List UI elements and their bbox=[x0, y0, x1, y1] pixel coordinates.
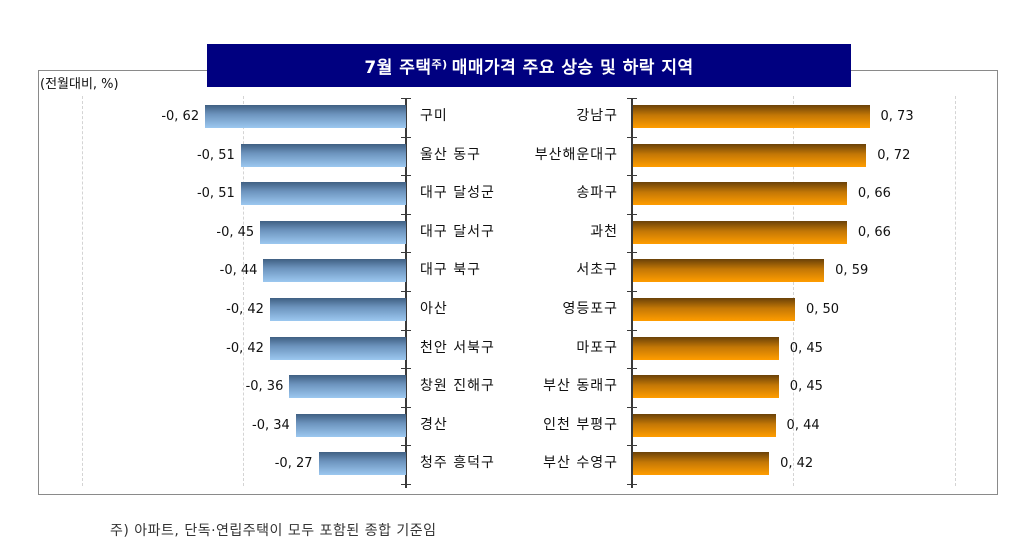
decline-bar bbox=[269, 336, 406, 360]
rise-value-label: 0, 45 bbox=[789, 379, 823, 395]
chart-frame bbox=[38, 70, 998, 495]
left-axis-line bbox=[405, 98, 407, 488]
decline-bar bbox=[240, 143, 406, 167]
rise-bar bbox=[633, 105, 870, 128]
decline-bar bbox=[205, 105, 406, 128]
right-axis-tick bbox=[627, 136, 637, 138]
rise-value-label: 0, 66 bbox=[857, 224, 891, 240]
rise-value-label: 0, 50 bbox=[806, 302, 840, 317]
right-axis-tick bbox=[627, 213, 637, 215]
rise-bar bbox=[633, 259, 825, 283]
gridline bbox=[793, 96, 794, 486]
decline-region-label: 청주 흥덕구 bbox=[420, 455, 495, 472]
left-axis-tick bbox=[401, 136, 411, 138]
right-axis-tick bbox=[627, 291, 637, 292]
decline-value-label: -0, 44 bbox=[219, 263, 258, 279]
decline-value-label: -0, 36 bbox=[245, 379, 284, 395]
decline-bar bbox=[289, 375, 406, 399]
decline-region-label: 대구 달서구 bbox=[420, 223, 495, 240]
decline-value-label: -0, 42 bbox=[226, 302, 264, 317]
rise-region-label: 마포구 bbox=[576, 339, 618, 356]
decline-bar bbox=[295, 413, 406, 437]
rise-value-label: 0, 45 bbox=[789, 340, 823, 356]
rise-value-label: 0, 42 bbox=[780, 456, 814, 472]
rise-region-label: 송파구 bbox=[576, 185, 618, 202]
rise-value-label: 0, 66 bbox=[857, 186, 891, 202]
rise-region-label: 과천 bbox=[590, 223, 618, 240]
decline-bar bbox=[318, 452, 406, 476]
left-axis-tick bbox=[401, 368, 411, 370]
rise-region-label: 부산 수영구 bbox=[543, 455, 618, 472]
rise-value-label: 0, 44 bbox=[786, 417, 820, 433]
rise-bar bbox=[633, 182, 847, 206]
rise-region-label: 영등포구 bbox=[562, 301, 618, 317]
left-axis-tick bbox=[401, 445, 411, 447]
rise-region-label: 부산해운대구 bbox=[534, 146, 618, 163]
left-axis-tick bbox=[401, 291, 411, 292]
rise-value-label: 0, 73 bbox=[880, 109, 914, 124]
right-axis-tick bbox=[627, 368, 637, 370]
decline-value-label: -0, 45 bbox=[216, 224, 255, 240]
decline-bar bbox=[263, 259, 406, 283]
title-part2: 매매가격 주요 상승 및 하락 지역 bbox=[451, 58, 694, 78]
right-axis-line bbox=[631, 98, 633, 488]
left-axis-tick bbox=[401, 406, 411, 408]
left-axis-tick bbox=[401, 329, 411, 331]
right-axis-tick bbox=[627, 98, 637, 99]
unit-label: (전월대비, %) bbox=[40, 77, 119, 92]
left-axis-tick bbox=[401, 98, 411, 99]
right-axis-tick bbox=[627, 445, 637, 447]
decline-bar bbox=[260, 220, 406, 244]
rise-region-label: 강남구 bbox=[576, 108, 618, 124]
gridline bbox=[243, 96, 244, 486]
chart-title: 7월 주택 주) 매매가격 주요 상승 및 하락 지역 bbox=[207, 44, 851, 87]
decline-value-label: -0, 42 bbox=[226, 340, 264, 356]
decline-region-label: 대구 달성군 bbox=[420, 185, 495, 202]
rise-bar bbox=[633, 452, 770, 476]
gridline bbox=[82, 96, 83, 486]
right-axis-tick bbox=[627, 252, 637, 254]
decline-bar bbox=[269, 298, 406, 321]
rise-bar bbox=[633, 375, 779, 399]
right-axis-tick bbox=[627, 175, 637, 177]
rise-region-label: 부산 동래구 bbox=[543, 378, 618, 395]
left-axis-tick bbox=[401, 484, 411, 485]
right-axis-tick bbox=[627, 406, 637, 408]
decline-region-label: 대구 북구 bbox=[420, 262, 481, 279]
rise-region-label: 서초구 bbox=[576, 262, 618, 279]
rise-bar bbox=[633, 220, 847, 244]
decline-region-label: 아산 bbox=[420, 301, 448, 317]
title-part1: 7월 주택 bbox=[364, 58, 432, 78]
decline-value-label: -0, 51 bbox=[196, 147, 235, 163]
title-superscript: 주) bbox=[431, 57, 448, 71]
rise-bar bbox=[633, 143, 867, 167]
decline-region-label: 천안 서북구 bbox=[420, 339, 495, 356]
decline-region-label: 구미 bbox=[420, 108, 448, 124]
decline-region-label: 경산 bbox=[420, 416, 448, 433]
left-axis-tick bbox=[401, 252, 411, 254]
right-axis-tick bbox=[627, 329, 637, 331]
rise-value-label: 0, 59 bbox=[835, 263, 869, 279]
rise-bar bbox=[633, 298, 795, 321]
rise-value-label: 0, 72 bbox=[877, 147, 911, 163]
decline-region-label: 창원 진해구 bbox=[420, 378, 495, 395]
right-axis-tick bbox=[627, 484, 637, 485]
decline-value-label: -0, 27 bbox=[274, 456, 313, 472]
left-axis-tick bbox=[401, 175, 411, 177]
decline-value-label: -0, 51 bbox=[196, 186, 235, 202]
left-axis-tick bbox=[401, 213, 411, 215]
decline-value-label: -0, 34 bbox=[252, 417, 290, 433]
gridline bbox=[955, 96, 956, 486]
rise-bar bbox=[633, 336, 779, 360]
rise-region-label: 인천 부평구 bbox=[543, 416, 618, 433]
decline-value-label: -0, 62 bbox=[161, 109, 200, 124]
decline-bar bbox=[240, 182, 406, 206]
decline-region-label: 울산 동구 bbox=[420, 146, 481, 163]
rise-bar bbox=[633, 413, 776, 437]
footnote: 주) 아파트, 단독·연립주택이 모두 포함된 종합 기준임 bbox=[110, 523, 437, 539]
